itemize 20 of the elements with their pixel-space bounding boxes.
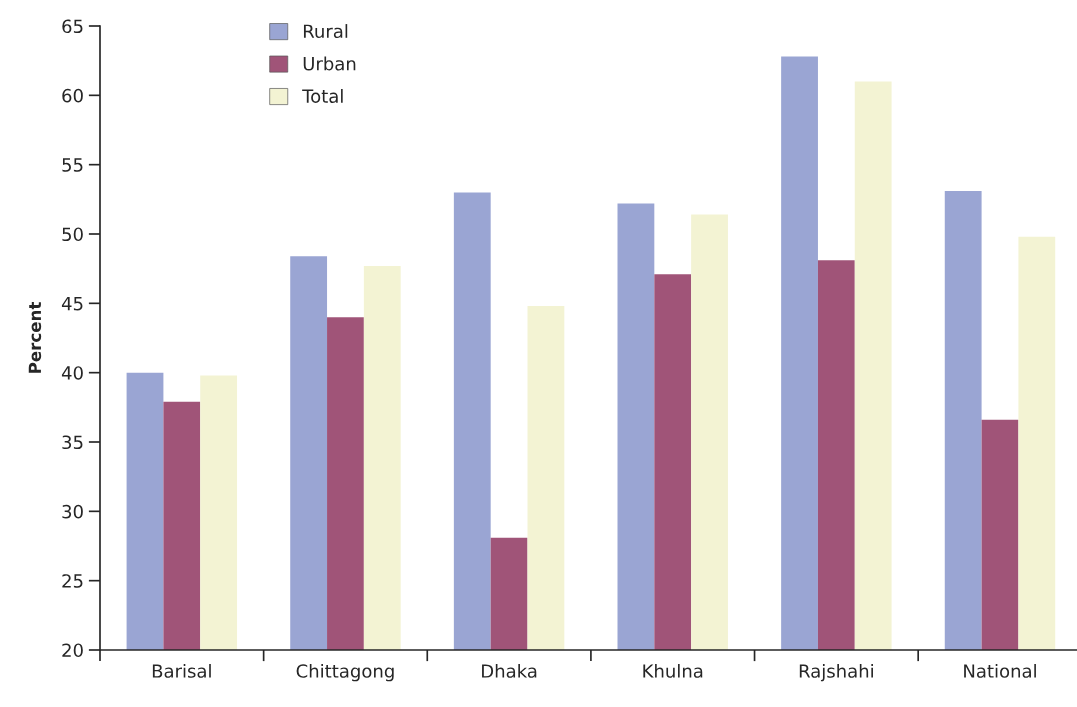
x-tick-label: Chittagong — [296, 663, 394, 682]
x-tick-label: Dhaka — [482, 663, 537, 678]
y-tick-label: 60 — [62, 88, 83, 103]
legend-label: Total — [302, 89, 343, 103]
y-tick-label: 65 — [62, 19, 83, 34]
y-tick-label: 20 — [62, 643, 83, 658]
x-tick-label: National — [964, 663, 1036, 678]
legend-label: Rural — [303, 24, 348, 39]
y-tick-label: 50 — [62, 227, 83, 242]
y-tick-label: 25 — [62, 574, 83, 588]
y-axis-title: Percent — [28, 302, 42, 373]
legend-label: Urban — [303, 56, 356, 71]
x-tick-label: Khulna — [643, 663, 703, 678]
y-tick-label: 35 — [62, 435, 83, 450]
y-tick-label: 30 — [62, 504, 83, 519]
y-tick-label: 45 — [61, 297, 83, 311]
x-tick-label: Rajshahi — [799, 663, 873, 682]
x-tick-label: Barisal — [152, 663, 211, 678]
y-tick-label: 40 — [61, 366, 83, 380]
y-tick-label: 55 — [62, 158, 83, 172]
